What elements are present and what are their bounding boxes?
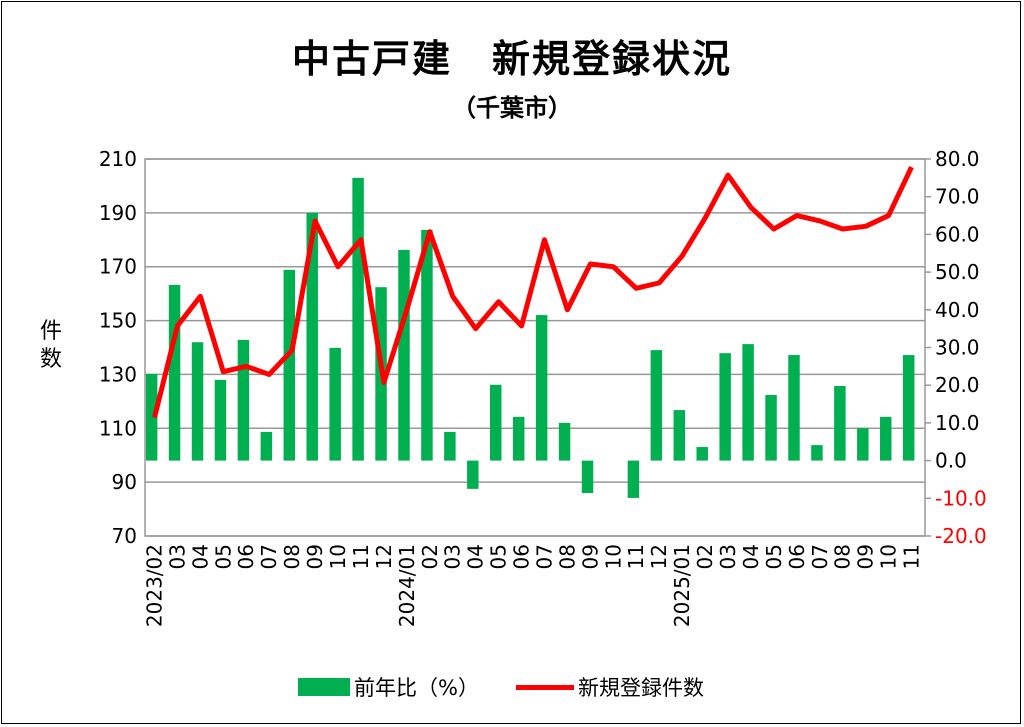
bar	[191, 342, 204, 461]
bar	[214, 379, 227, 461]
bar	[765, 395, 777, 461]
bar	[880, 416, 892, 461]
bar	[650, 350, 663, 461]
x-tick-label: 02	[693, 544, 717, 569]
x-tick-label: 04	[464, 544, 488, 569]
x-tick-label: 06	[510, 544, 534, 569]
bar	[558, 422, 571, 461]
x-tick-label: 07	[532, 544, 556, 569]
bar	[535, 315, 548, 461]
bar	[902, 355, 915, 461]
bar	[811, 445, 823, 461]
bar	[857, 428, 869, 461]
left-tick-label: 110	[99, 416, 137, 440]
bar	[581, 460, 594, 494]
bar	[329, 347, 341, 461]
x-tick-label: 06	[785, 544, 809, 569]
bar	[696, 447, 708, 461]
bar	[673, 410, 686, 461]
x-tick-label: 11	[624, 544, 648, 569]
x-tick-label: 02	[418, 544, 442, 569]
x-tick-label: 2024/01	[395, 544, 419, 627]
bar	[421, 229, 433, 461]
bar	[352, 177, 364, 461]
bar	[834, 385, 846, 461]
plot-area	[144, 158, 926, 537]
left-tick-label: 90	[112, 470, 137, 494]
chart-subtitle: （千葉市）	[452, 94, 572, 122]
right-tick-label: 30.0	[935, 336, 980, 360]
series-line	[152, 166, 914, 419]
right-tick-label: 50.0	[935, 260, 980, 284]
x-tick-label: 04	[188, 544, 212, 569]
left-tick-label: 130	[99, 362, 137, 386]
x-tick-label: 07	[808, 544, 832, 569]
x-tick-label: 2025/01	[670, 544, 694, 627]
bar	[283, 269, 296, 461]
x-tick-label: 09	[854, 544, 878, 569]
x-tick-label: 10	[877, 544, 901, 569]
x-tick-label: 11	[349, 544, 373, 569]
x-tick-label: 09	[303, 544, 327, 569]
bar	[719, 353, 731, 461]
x-tick-label: 08	[555, 544, 579, 569]
bar	[306, 212, 318, 461]
y-axis-label: 件数	[39, 319, 62, 372]
bar	[237, 339, 250, 461]
x-tick-label: 10	[601, 544, 625, 569]
legend-label-bar: 前年比（%）	[354, 676, 479, 700]
x-tick-label: 12	[372, 544, 396, 569]
legend-swatch-bar	[298, 678, 350, 696]
x-tick-label: 08	[831, 544, 855, 569]
x-tick-label: 11	[900, 544, 924, 569]
x-tick-label: 05	[487, 544, 511, 569]
x-tick-label: 05	[211, 544, 235, 569]
right-tick-label: 70.0	[935, 185, 980, 209]
right-tick-label: 0.0	[935, 449, 967, 473]
left-tick-label: 150	[99, 309, 137, 333]
bar	[627, 460, 640, 498]
left-tick-label: 210	[99, 147, 137, 171]
x-tick-label: 05	[762, 544, 786, 569]
bar	[512, 416, 525, 461]
x-tick-label: 08	[280, 544, 304, 569]
x-tick-label: 12	[647, 544, 671, 569]
x-tick-label: 03	[441, 544, 465, 569]
legend-label-line: 新規登録件数	[578, 676, 704, 700]
x-tick-label: 06	[234, 544, 258, 569]
bar	[168, 284, 181, 461]
legend-item-line: 新規登録件数	[516, 672, 704, 702]
bar	[444, 431, 456, 461]
chart-title: 中古戸建 新規登録状況	[291, 37, 732, 81]
right-tick-label: 10.0	[935, 411, 980, 435]
x-tick-label: 03	[716, 544, 740, 569]
right-tick-label: -10.0	[935, 486, 987, 510]
left-tick-label: 70	[112, 524, 137, 548]
x-tick-label: 2023/02	[142, 544, 166, 627]
right-tick-label: 60.0	[935, 222, 980, 246]
bar	[398, 249, 410, 461]
bar	[742, 344, 754, 461]
legend-swatch-line	[516, 684, 574, 690]
left-tick-label: 170	[99, 255, 137, 279]
x-tick-label: 03	[165, 544, 189, 569]
x-tick-label: 10	[326, 544, 350, 569]
left-tick-label: 190	[99, 201, 137, 225]
bar	[260, 431, 273, 461]
bar	[490, 384, 502, 461]
bar	[145, 373, 158, 461]
bar	[788, 355, 800, 461]
x-tick-label: 04	[739, 544, 763, 569]
right-tick-label: -20.0	[935, 524, 987, 548]
right-tick-label: 80.0	[935, 147, 980, 171]
bar	[467, 460, 479, 489]
legend-item-bar: 前年比（%）	[298, 672, 479, 702]
x-tick-label: 07	[257, 544, 281, 569]
right-tick-label: 40.0	[935, 298, 980, 322]
x-tick-label: 09	[578, 544, 602, 569]
right-tick-label: 20.0	[935, 373, 980, 397]
